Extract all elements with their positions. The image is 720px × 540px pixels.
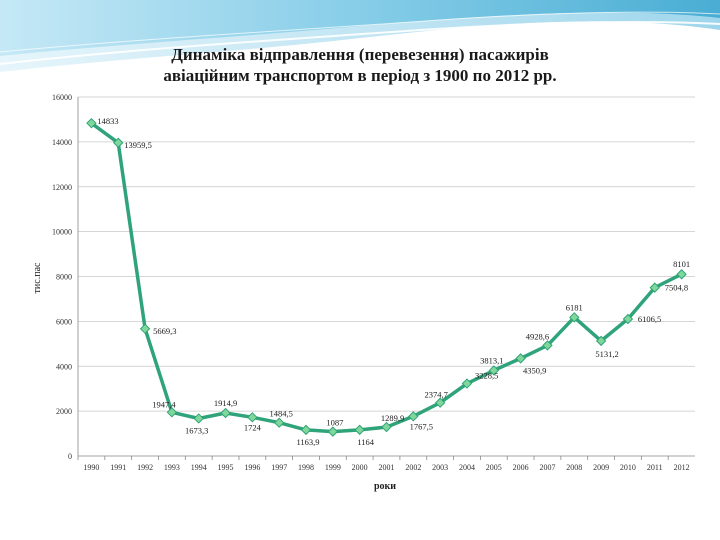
- data-point-marker: [434, 397, 446, 408]
- chart-title-line-2: авіаційним транспортом в період з 1900 п…: [163, 66, 557, 85]
- series-markers: [86, 117, 687, 437]
- y-tick-label: 14000: [52, 138, 72, 147]
- data-point-marker: [488, 365, 500, 376]
- data-label: 3813,1: [480, 355, 503, 365]
- x-tick-label: 2006: [513, 463, 529, 472]
- data-point-marker: [86, 117, 97, 129]
- data-label: 13959,5: [124, 140, 152, 150]
- data-point-marker: [300, 424, 312, 436]
- data-point-marker: [193, 413, 204, 424]
- data-point-marker: [461, 378, 473, 389]
- data-label: 5131,2: [595, 349, 618, 359]
- data-label: 1914,9: [214, 398, 237, 408]
- x-tick-label: 2005: [486, 463, 502, 472]
- x-tick-label: 2000: [352, 463, 368, 472]
- x-axis-label: роки: [374, 481, 396, 492]
- data-point-marker: [408, 411, 419, 422]
- x-tick-label: 1999: [325, 463, 341, 472]
- x-tick-label: 2003: [432, 463, 448, 472]
- data-point-marker: [327, 426, 339, 437]
- data-label: 1164: [357, 437, 374, 447]
- x-tick-label: 2004: [459, 463, 475, 472]
- data-label: 1484,5: [270, 409, 293, 419]
- header-wave: [0, 0, 720, 72]
- data-labels: 14833 13959,5 5669,3 1947,4 1673,3 1914,9 1724…: [97, 116, 690, 447]
- data-point-marker: [622, 313, 634, 325]
- data-label: 4928,6: [526, 331, 549, 341]
- y-axis-label: тис.пас: [32, 262, 43, 293]
- data-label: 1163,9: [296, 437, 319, 447]
- data-point-marker: [166, 407, 178, 418]
- x-tick-label: 1991: [110, 463, 126, 472]
- x-tick-label: 2011: [647, 463, 663, 472]
- data-label: 1947,4: [152, 399, 176, 409]
- data-label: 1673,3: [185, 425, 208, 435]
- data-label: 1289,9: [381, 413, 404, 423]
- data-label: 6106,5: [638, 314, 661, 324]
- series-line: [90, 121, 683, 434]
- data-point-marker: [354, 424, 365, 436]
- data-label: 2374,7: [424, 390, 447, 400]
- data-point-marker: [113, 137, 124, 148]
- x-tick-label: 2007: [539, 463, 555, 472]
- x-tick-label: 1994: [191, 463, 207, 472]
- data-point-marker: [649, 282, 660, 293]
- data-label: 3228,5: [475, 371, 498, 381]
- x-tick-label: 2002: [405, 463, 421, 472]
- x-tick-label: 1992: [137, 463, 153, 472]
- data-point-marker: [569, 312, 580, 323]
- x-tick-label: 2009: [593, 463, 609, 472]
- y-tick-label: 10000: [52, 228, 72, 237]
- data-point-marker: [220, 407, 231, 419]
- y-tick-label: 4000: [56, 362, 72, 371]
- data-point-marker: [595, 335, 607, 347]
- x-tick-label: 1998: [298, 463, 314, 472]
- x-tick-label: 2001: [379, 463, 395, 472]
- data-point-marker: [381, 421, 392, 433]
- x-tick-label: 2008: [566, 463, 582, 472]
- data-point-marker: [247, 412, 258, 423]
- data-label: 14833: [97, 116, 118, 126]
- y-tick-label: 6000: [56, 317, 72, 326]
- y-tick-labels: 0 2000 4000 6000 8000 10000 12000 14000 16000: [52, 93, 72, 461]
- chart-title-line-1: Динаміка відправлення (перевезення) паса…: [171, 45, 549, 64]
- x-tick-label: 1995: [218, 463, 234, 472]
- x-tick-labels: 1990 1991 1992 1993 1994 1995 1996 1997 1998 1999…: [83, 463, 689, 472]
- data-label: 6181: [566, 302, 583, 312]
- data-label: 1767,5: [410, 421, 433, 431]
- data-point-marker: [139, 323, 151, 335]
- data-point-marker: [515, 353, 526, 364]
- y-tick-label: 8000: [56, 273, 72, 282]
- series-polyline: [90, 121, 683, 434]
- data-point-marker: [273, 417, 285, 428]
- data-label: 4350,9: [523, 365, 546, 375]
- data-point-marker: [542, 340, 553, 351]
- y-tick-label: 16000: [52, 93, 72, 102]
- y-tick-label: 2000: [56, 407, 72, 416]
- data-label: 1087: [326, 418, 343, 428]
- y-tick-label: 0: [68, 452, 72, 461]
- data-point-marker: [676, 269, 687, 280]
- y-tick-label: 12000: [52, 183, 72, 192]
- x-tick-label: 1996: [244, 463, 260, 472]
- x-tick-label: 2010: [620, 463, 636, 472]
- data-label: 5669,3: [153, 326, 176, 336]
- data-label: 7504,8: [665, 283, 688, 293]
- data-label: 8101: [673, 259, 690, 269]
- chart-title: Динаміка відправлення (перевезення) паса…: [60, 44, 660, 86]
- grid-lines: [77, 96, 695, 460]
- x-tick-label: 1993: [164, 463, 180, 472]
- data-label: 1724: [244, 422, 262, 432]
- x-tick-label: 2012: [674, 463, 690, 472]
- x-tick-label: 1997: [271, 463, 287, 472]
- x-tick-label: 1990: [83, 463, 99, 472]
